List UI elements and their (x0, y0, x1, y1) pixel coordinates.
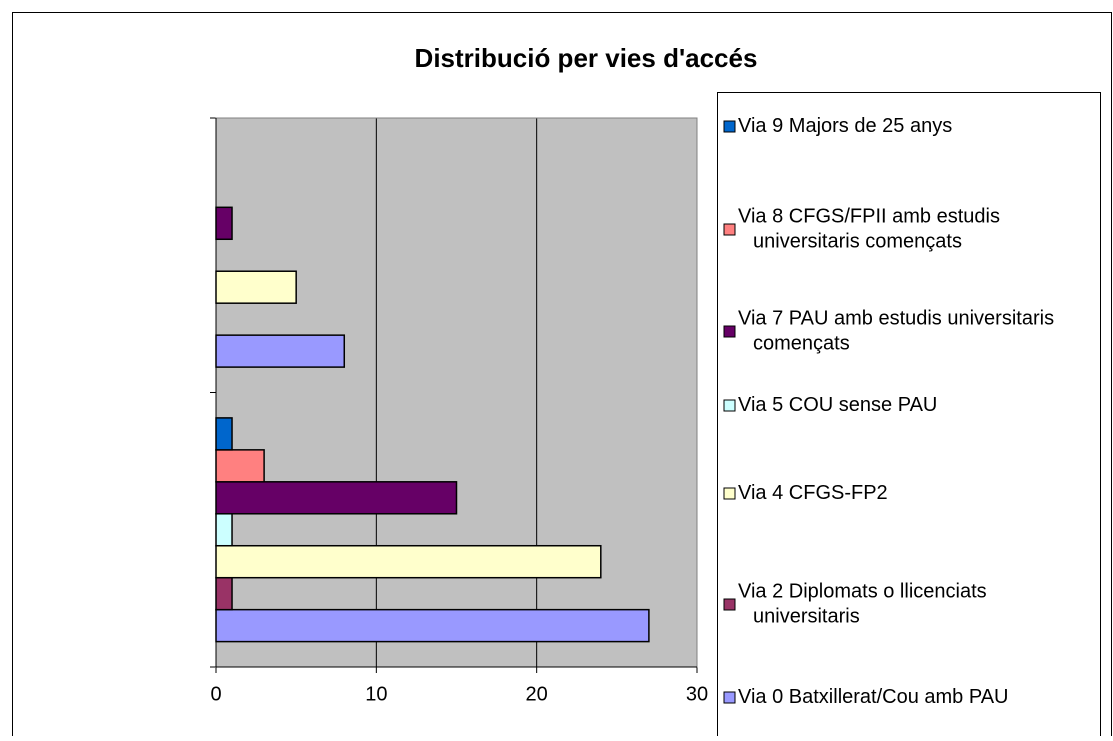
legend-swatch (723, 691, 736, 704)
legend-label: Via 4 CFGS-FP2 (738, 482, 888, 504)
legend-label: Via 0 Batxillerat/Cou amb PAU (738, 686, 1009, 708)
bar (215, 206, 233, 241)
legend-label: Via 9 Majors de 25 anys (738, 115, 952, 137)
bar (215, 417, 233, 451)
legend-swatch (723, 223, 736, 236)
legend-label: Via 5 COU sense PAU (738, 394, 937, 416)
legend-swatch (723, 399, 736, 412)
chart-title: Distribució per vies d'accés (415, 43, 758, 73)
legend-label: Via 7 PAU amb estudis universitaris comen… (738, 308, 1054, 355)
bar (215, 449, 265, 483)
x-tick-label: 0 (210, 683, 221, 705)
x-tick-label: 30 (686, 683, 708, 705)
x-tick-label: 20 (526, 683, 548, 705)
bar (215, 481, 458, 515)
bar (215, 270, 297, 304)
bar (215, 334, 346, 368)
bar (215, 513, 233, 547)
plot-area (216, 118, 697, 667)
legend-swatch (723, 487, 736, 500)
x-tick-label: 10 (365, 683, 387, 705)
bar (215, 544, 602, 579)
bar (215, 608, 650, 643)
legend-swatch (723, 598, 736, 611)
legend-swatch (723, 325, 736, 338)
legend-label: Via 2 Diplomats o llicenciats universitar… (738, 581, 987, 628)
legend-swatch (723, 120, 736, 133)
bar (215, 576, 233, 611)
legend-box (717, 92, 1101, 741)
legend-label: Via 8 CFGS/FPII amb estudis universitaris… (738, 206, 1000, 253)
